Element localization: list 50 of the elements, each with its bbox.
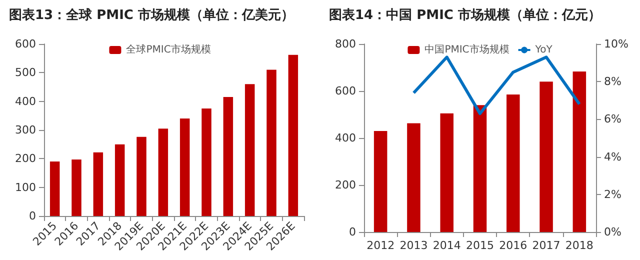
bar (440, 113, 454, 232)
legend-label: 中国PMIC市场规模 (424, 44, 510, 56)
y-tick-label: 200 (335, 178, 356, 192)
y-tick-label: 200 (15, 152, 36, 166)
x-tick-label: 2017 (532, 239, 560, 252)
bar (506, 94, 520, 232)
y-tick-label: 400 (335, 132, 356, 144)
line-series (412, 56, 581, 116)
y-tick-label: 0 (29, 210, 36, 222)
bar (540, 82, 553, 232)
bar (473, 105, 487, 232)
bar (288, 54, 298, 216)
y-tick-label: 100 (15, 180, 36, 194)
x-tick-label: 2016 (499, 239, 528, 252)
y-tick-label: 600 (335, 84, 356, 98)
y-tick-label: 600 (15, 38, 36, 50)
x-tick-label: 2013 (400, 239, 428, 252)
y-tick-label: 300 (15, 124, 36, 136)
y-tick-label: 500 (15, 66, 36, 80)
bar (202, 108, 212, 216)
bar (136, 136, 146, 216)
bar (72, 160, 82, 216)
bar (266, 70, 276, 216)
bar (244, 84, 255, 216)
x-tick-label: 2014 (432, 239, 461, 252)
chart-title: 图表14：中国 PMIC 市场规模（单位：亿元） (329, 7, 601, 23)
legend-label: YoY (534, 44, 554, 56)
y2-tick-label: 0% (604, 226, 622, 238)
bar (374, 130, 388, 232)
bar (407, 123, 420, 232)
x-tick-label: 2012 (366, 239, 395, 252)
y-tick-label: 400 (15, 94, 36, 108)
y-tick-label: 0 (349, 226, 356, 238)
y2-tick-label: 4% (604, 150, 622, 164)
bar (180, 118, 190, 216)
y-tick-label: 800 (335, 38, 356, 50)
chart-title: 图表13：全球 PMIC 市场规模（单位：亿美元） (9, 7, 294, 23)
bar (50, 162, 60, 216)
legend-label: 全球PMIC市场规模 (126, 44, 211, 56)
bar (223, 97, 234, 216)
y2-tick-label: 10% (604, 38, 628, 50)
y2-tick-label: 8% (604, 75, 622, 88)
bar (93, 152, 104, 216)
bar (572, 71, 586, 232)
x-tick-label: 2018 (565, 239, 594, 252)
y2-tick-label: 2% (604, 188, 622, 201)
bar (114, 144, 125, 216)
x-tick-label: 2015 (466, 239, 494, 252)
bar (158, 128, 168, 216)
y2-tick-label: 6% (604, 112, 622, 126)
